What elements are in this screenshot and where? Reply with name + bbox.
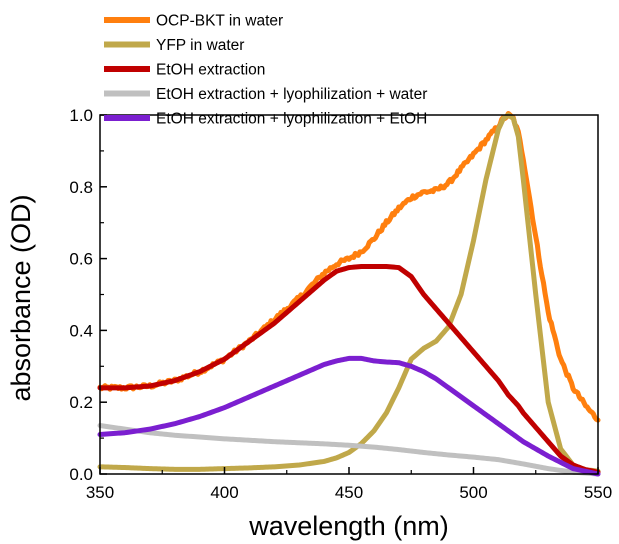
- x-tick-label: 450: [335, 483, 363, 502]
- axes-layer: 350 400 450 500 550 0.0 0.2 0.4 0.6 0.8 1.0: [69, 106, 612, 502]
- x-tick-label: 550: [584, 483, 612, 502]
- x-tick-label: 500: [459, 483, 487, 502]
- y-tick-label: 0.0: [69, 465, 93, 484]
- legend-label: EtOH extraction: [156, 62, 265, 79]
- series-line-5: [97, 355, 601, 477]
- legend: OCP-BKT in water YFP in water EtOH extract…: [104, 13, 427, 128]
- y-tick-label: 0.6: [69, 250, 93, 269]
- y-tick-label: 0.2: [69, 393, 93, 412]
- series-line-4: [97, 423, 601, 477]
- y-tick-label: 0.4: [69, 321, 93, 340]
- x-tick-label: 350: [86, 483, 114, 502]
- y-tick-label: 0.8: [69, 178, 93, 197]
- legend-label: YFP in water: [156, 37, 244, 54]
- y-tick-label: 1.0: [69, 106, 93, 125]
- legend-label: OCP-BKT in water: [156, 13, 283, 30]
- series-line-3: [97, 264, 601, 475]
- x-tick-label: 400: [210, 483, 238, 502]
- series-line-2: [97, 112, 601, 474]
- series-layer: [97, 110, 601, 477]
- legend-label: EtOH extraction + lyophilization + water: [156, 86, 427, 103]
- x-axis-title: wavelength (nm): [248, 511, 449, 541]
- y-axis-title: absorbance (OD): [6, 194, 36, 401]
- legend-label: EtOH extraction + lyophilization + EtOH: [156, 111, 427, 128]
